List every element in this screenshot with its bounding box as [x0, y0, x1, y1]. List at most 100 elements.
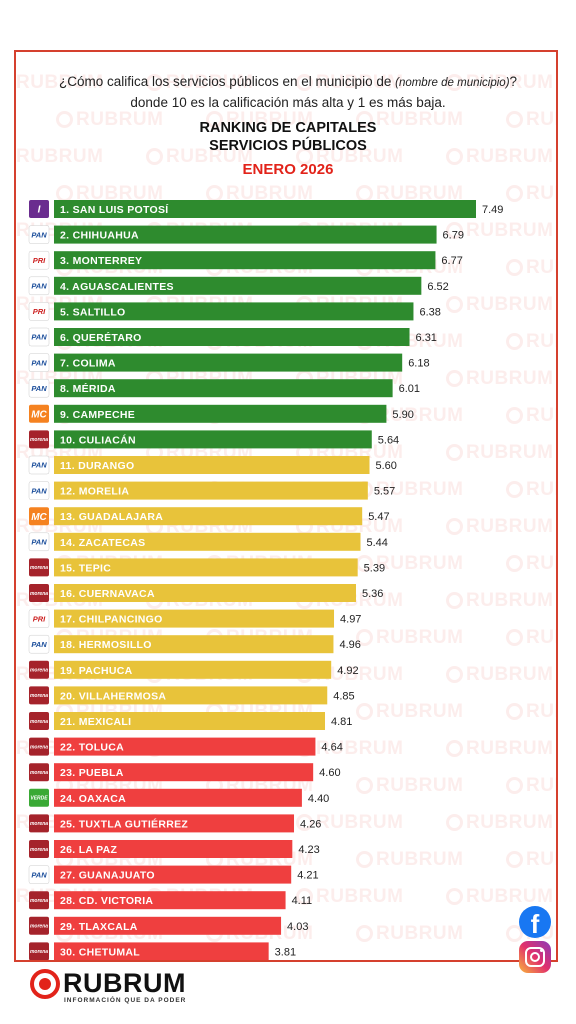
party-logo-label: morena [30, 770, 48, 776]
bar-category-label: 6. QUERÉTARO [60, 331, 142, 344]
bar-value-label: 4.23 [298, 844, 319, 856]
party-logo-icon: morena [29, 660, 49, 679]
bar-category-label: 3. MONTERREY [60, 255, 142, 267]
logo-tagline: INFORMACIÓN QUE DA PODER [64, 997, 187, 1004]
bar [54, 840, 293, 858]
bar [54, 404, 387, 423]
party-logo-bg [29, 891, 49, 910]
party-logo-bg [29, 404, 49, 423]
bar-value-label: 4.96 [339, 639, 360, 651]
bar-category-label: 5. SALTILLO [60, 306, 126, 318]
bar-category-label: 8. MÉRIDA [60, 382, 116, 395]
bar-value-label: 4.03 [287, 921, 308, 933]
party-logo-icon: morena [29, 686, 49, 705]
infographic-frame: RUBRUM RUBRUM RUBRUM RUBRUM RUBRUM RUBRUM RUBR… [14, 50, 558, 962]
bar [54, 660, 332, 679]
bar [54, 788, 302, 807]
party-logo-label: PAN [31, 870, 47, 879]
bar-value-label: 4.11 [292, 895, 313, 907]
bar-value-label: 5.47 [368, 511, 389, 523]
party-logo-label: morena [30, 744, 48, 750]
party-logo-bg [28, 276, 50, 296]
party-logo-bg [28, 634, 50, 654]
bar-category-label: 27. GUANAJUATO [60, 870, 155, 882]
bar-category-label: 28. CD. VICTORIA [60, 895, 153, 907]
bar [54, 507, 363, 526]
bar-category-label: 12. MORELIA [60, 486, 129, 498]
bar-value-label: 4.60 [319, 767, 340, 779]
party-logo-bg [29, 840, 49, 858]
bar [54, 302, 414, 321]
party-logo-bg [29, 916, 49, 935]
party-logo-label: PRI [33, 256, 46, 265]
party-logo-icon: morena [29, 916, 49, 935]
bar-category-label: 21. MEXICALI [60, 716, 131, 728]
bar [54, 558, 358, 577]
party-logo-icon: PAN [28, 532, 50, 552]
party-logo-label: VERDE [30, 796, 48, 802]
party-logo-icon: PAN [28, 353, 50, 372]
bar-value-label: 5.90 [392, 409, 413, 421]
bar-value-label: 4.26 [300, 818, 321, 830]
bar-value-label: 4.85 [333, 690, 354, 702]
party-logo-icon: MC [29, 404, 49, 423]
facebook-icon[interactable]: f [519, 906, 551, 938]
party-logo-label: PAN [31, 461, 47, 470]
party-logo-label: morena [30, 565, 48, 571]
bar-value-label: 4.40 [308, 793, 329, 805]
party-logo-label: PAN [31, 486, 47, 495]
bar [54, 635, 334, 654]
bar-category-label: 20. VILLAHERMOSA [60, 690, 166, 702]
party-logo-label: morena [30, 591, 48, 597]
bar-value-label: 4.81 [331, 716, 352, 728]
party-logo-icon: morena [29, 891, 49, 910]
party-logo-bg [28, 455, 50, 475]
bar-category-label: 16. CUERNAVACA [60, 588, 155, 600]
party-logo-icon: morena [29, 814, 49, 833]
bar [54, 763, 314, 782]
bar-category-label: 22. TOLUCA [60, 742, 124, 754]
bar-category-label: 19. PACHUCA [60, 665, 133, 677]
bar [54, 737, 316, 756]
party-logo-icon: morena [29, 840, 49, 858]
bar-category-label: 9. CAMPECHE [60, 409, 135, 421]
title-date: ENERO 2026 [242, 161, 334, 178]
party-logo-label: PAN [31, 640, 47, 649]
party-logo-icon: morena [29, 712, 49, 730]
party-logo-bg [28, 481, 50, 500]
bar [54, 251, 436, 270]
bar [54, 686, 328, 705]
bar [54, 532, 361, 551]
party-logo-bg [28, 225, 50, 244]
bar-value-label: 4.21 [297, 870, 318, 882]
party-logo-label: morena [30, 719, 48, 725]
party-logo-label: MC [31, 409, 47, 420]
party-logo-icon: I [29, 200, 49, 218]
party-logo-label: PAN [31, 282, 47, 291]
bar [54, 200, 476, 218]
party-logo-bg [28, 302, 50, 321]
party-logo-label: morena [30, 437, 48, 443]
party-logo-icon: PAN [28, 481, 50, 500]
bar-value-label: 6.01 [399, 383, 420, 395]
party-logo-bg [29, 763, 49, 782]
bar [54, 891, 286, 910]
logo-circle-icon [30, 969, 60, 999]
bar-category-label: 2. CHIHUAHUA [60, 230, 139, 242]
bar-value-label: 4.97 [340, 614, 361, 626]
bar-value-label: 6.38 [419, 306, 440, 318]
instagram-icon[interactable] [519, 941, 551, 973]
bar-value-label: 6.18 [408, 358, 429, 370]
party-logo-bg [29, 660, 49, 679]
party-logo-label: morena [30, 821, 48, 827]
party-logo-bg [29, 507, 49, 526]
party-logo-icon: morena [29, 430, 49, 449]
bar [54, 584, 356, 602]
bar-value-label: 6.77 [441, 255, 462, 267]
party-logo-bg [28, 532, 50, 552]
party-logo-label: I [38, 205, 41, 216]
party-logo-bg [28, 327, 50, 347]
ranking-bar-chart: I 1. SAN LUIS POTOSÍ 7.49 PAN 2. CHIHUAHUA 6.… [28, 200, 503, 960]
party-logo-label: morena [30, 847, 48, 853]
party-logo-icon: PRI [28, 302, 50, 321]
